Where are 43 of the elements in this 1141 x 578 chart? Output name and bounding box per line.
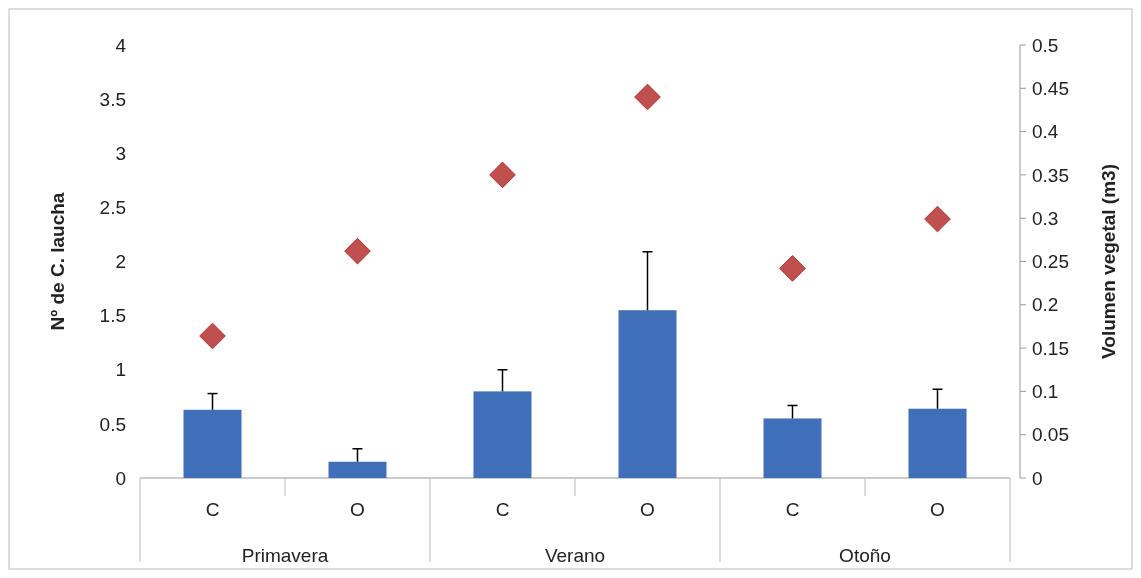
x-tick-label: C	[495, 499, 510, 520]
y2-tick-label: 0.45	[1032, 77, 1069, 99]
x-tick-label: O	[350, 499, 365, 520]
point	[634, 83, 661, 111]
y-axis-title: Nº de C. laucha	[47, 192, 68, 331]
y2-tick-label: 0.4	[1032, 121, 1059, 143]
point	[924, 205, 951, 233]
y-tick-label: 2.5	[99, 197, 126, 219]
bar	[618, 310, 677, 478]
y-tick-label: 0.5	[99, 413, 126, 435]
point	[344, 237, 371, 265]
bar	[908, 408, 967, 478]
y2-tick-label: 0.25	[1032, 251, 1069, 273]
y2-tick-label: 0.1	[1032, 381, 1059, 403]
y-tick-label: 4	[115, 34, 127, 56]
text: Primavera	[241, 545, 329, 566]
point	[199, 322, 226, 350]
x-tick-label: O	[930, 499, 945, 520]
x-tick-label: O	[640, 499, 655, 520]
y2-tick-label: 0.5	[1032, 34, 1059, 56]
x-tick-label: C	[205, 499, 220, 520]
y2-axis-title: Volumen vegetal (m3)	[1098, 164, 1119, 359]
y-tick-label: 3.5	[99, 88, 126, 110]
bar	[328, 461, 387, 478]
bar	[183, 409, 242, 478]
text: Verano	[544, 545, 606, 566]
x-tick-label: C	[785, 499, 800, 520]
y2-tick-label: 0.3	[1032, 207, 1059, 229]
bar	[763, 418, 822, 478]
point	[779, 255, 806, 282]
y2-tick-label: 0.15	[1032, 337, 1069, 359]
y2-tick-label: 0	[1032, 467, 1043, 489]
text: Otoño	[839, 545, 891, 566]
y-tick-label: 0	[115, 467, 126, 489]
y2-tick-label: 0.2	[1032, 294, 1059, 316]
y-tick-label: 3	[115, 142, 126, 164]
y2-tick-label: 0.35	[1032, 164, 1069, 186]
y2-tick-label: 0.05	[1032, 424, 1069, 446]
y-tick-label: 1	[115, 359, 126, 381]
y-tick-label: 1.5	[99, 305, 126, 327]
point	[489, 161, 516, 189]
bar	[473, 391, 532, 478]
y-tick-label: 2	[115, 251, 126, 273]
